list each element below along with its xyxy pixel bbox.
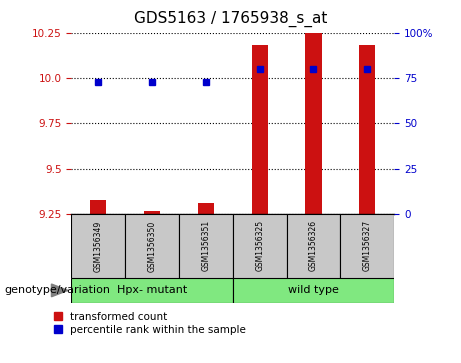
Text: genotype/variation: genotype/variation (5, 285, 111, 295)
Text: GSM1356351: GSM1356351 (201, 220, 210, 272)
FancyBboxPatch shape (179, 214, 233, 278)
Legend: transformed count, percentile rank within the sample: transformed count, percentile rank withi… (53, 312, 246, 335)
Text: GSM1356350: GSM1356350 (148, 220, 157, 272)
Bar (305, 33, 321, 214)
Polygon shape (52, 284, 68, 297)
FancyBboxPatch shape (71, 278, 233, 303)
Text: GDS5163 / 1765938_s_at: GDS5163 / 1765938_s_at (134, 11, 327, 27)
FancyBboxPatch shape (71, 214, 125, 278)
FancyBboxPatch shape (233, 214, 287, 278)
Bar (198, 203, 214, 214)
FancyBboxPatch shape (340, 214, 394, 278)
Text: wild type: wild type (288, 285, 339, 295)
Bar (252, 45, 268, 214)
FancyBboxPatch shape (287, 214, 340, 278)
Bar (90, 200, 106, 214)
Text: GSM1356327: GSM1356327 (363, 220, 372, 272)
Text: Hpx- mutant: Hpx- mutant (117, 285, 187, 295)
Text: GSM1356349: GSM1356349 (94, 220, 103, 272)
Text: GSM1356326: GSM1356326 (309, 220, 318, 272)
Bar (144, 211, 160, 214)
FancyBboxPatch shape (125, 214, 179, 278)
FancyBboxPatch shape (233, 278, 394, 303)
Text: GSM1356325: GSM1356325 (255, 220, 264, 272)
Bar (359, 45, 375, 214)
